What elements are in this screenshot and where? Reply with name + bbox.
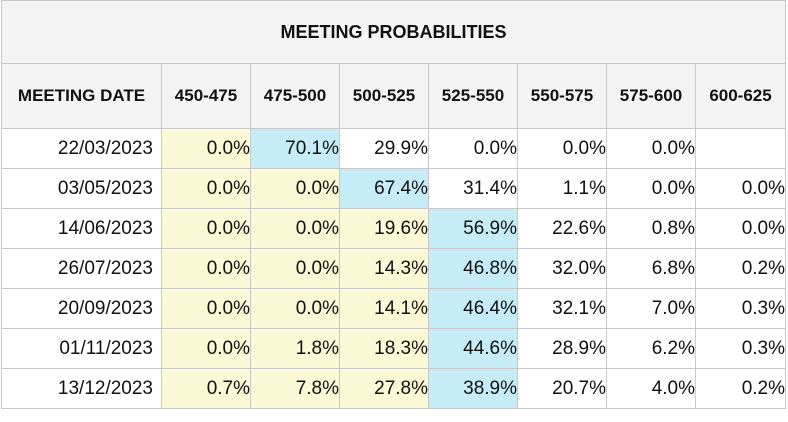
- meeting-probabilities-panel: MEETING PROBABILITIES MEETING DATE 450-4…: [0, 0, 787, 410]
- table-body: 22/03/2023 0.0% 70.1% 29.9% 0.0% 0.0% 0.0% 03/0…: [1, 128, 787, 409]
- column-header-450-475[interactable]: 450-475: [161, 63, 251, 129]
- column-header-meeting-date[interactable]: MEETING DATE: [1, 63, 162, 129]
- probability-cell: 0.3%: [694, 328, 787, 369]
- probability-cell: 67.4%: [339, 168, 429, 209]
- probability-cell: 0.0%: [250, 288, 340, 329]
- probability-cell: 56.9%: [428, 208, 518, 249]
- table-title: MEETING PROBABILITIES: [0, 0, 787, 64]
- probability-cell: 7.8%: [250, 368, 340, 409]
- probability-cell: 0.0%: [694, 208, 787, 249]
- column-header-550-575[interactable]: 550-575: [517, 63, 607, 129]
- probability-cell: 0.0%: [517, 128, 607, 169]
- table-row: 22/03/2023 0.0% 70.1% 29.9% 0.0% 0.0% 0.0%: [1, 128, 787, 169]
- meeting-date-cell: 26/07/2023: [1, 248, 162, 289]
- probability-cell: 0.0%: [606, 168, 696, 209]
- column-header-525-550[interactable]: 525-550: [428, 63, 518, 129]
- probability-cell: [694, 128, 787, 169]
- probability-cell: 29.9%: [339, 128, 429, 169]
- meeting-date-cell: 13/12/2023: [1, 368, 162, 409]
- probability-cell: 0.0%: [694, 168, 787, 209]
- probability-cell: 6.8%: [606, 248, 696, 289]
- column-header-575-600[interactable]: 575-600: [606, 63, 696, 129]
- column-header-600-625[interactable]: 600-625: [694, 63, 787, 129]
- meeting-probabilities-table: MEETING PROBABILITIES MEETING DATE 450-4…: [0, 0, 787, 409]
- probability-cell: 44.6%: [428, 328, 518, 369]
- table-row: 20/09/2023 0.0% 0.0% 14.1% 46.4% 32.1% 7.0% 0.3…: [1, 288, 787, 329]
- meeting-date-cell: 22/03/2023: [1, 128, 162, 169]
- meeting-date-cell: 01/11/2023: [1, 328, 162, 369]
- probability-cell: 46.4%: [428, 288, 518, 329]
- meeting-date-cell: 14/06/2023: [1, 208, 162, 249]
- probability-cell: 32.0%: [517, 248, 607, 289]
- probability-cell: 0.0%: [606, 128, 696, 169]
- probability-cell: 0.0%: [250, 168, 340, 209]
- probability-cell: 4.0%: [606, 368, 696, 409]
- probability-cell: 28.9%: [517, 328, 607, 369]
- probability-cell: 20.7%: [517, 368, 607, 409]
- probability-cell: 31.4%: [428, 168, 518, 209]
- probability-cell: 0.7%: [161, 368, 251, 409]
- probability-cell: 7.0%: [606, 288, 696, 329]
- probability-cell: 38.9%: [428, 368, 518, 409]
- probability-cell: 14.1%: [339, 288, 429, 329]
- probability-cell: 0.0%: [161, 128, 251, 169]
- meeting-date-cell: 03/05/2023: [1, 168, 162, 209]
- column-header-475-500[interactable]: 475-500: [250, 63, 340, 129]
- probability-cell: 14.3%: [339, 248, 429, 289]
- probability-cell: 0.2%: [694, 248, 787, 289]
- probability-cell: 6.2%: [606, 328, 696, 369]
- probability-cell: 0.0%: [161, 288, 251, 329]
- probability-cell: 18.3%: [339, 328, 429, 369]
- column-header-500-525[interactable]: 500-525: [339, 63, 429, 129]
- probability-cell: 32.1%: [517, 288, 607, 329]
- table-row: 03/05/2023 0.0% 0.0% 67.4% 31.4% 1.1% 0.0% 0.0%: [1, 168, 787, 209]
- probability-cell: 46.8%: [428, 248, 518, 289]
- table-row: 01/11/2023 0.0% 1.8% 18.3% 44.6% 28.9% 6.2% 0.3…: [1, 328, 787, 369]
- probability-cell: 1.8%: [250, 328, 340, 369]
- probability-cell: 27.8%: [339, 368, 429, 409]
- probability-cell: 0.0%: [161, 168, 251, 209]
- probability-cell: 22.6%: [517, 208, 607, 249]
- probability-cell: 1.1%: [517, 168, 607, 209]
- probability-cell: 0.8%: [606, 208, 696, 249]
- header-row: MEETING DATE 450-475 475-500 500-525 525…: [1, 63, 787, 129]
- probability-cell: 0.3%: [694, 288, 787, 329]
- table-row: 26/07/2023 0.0% 0.0% 14.3% 46.8% 32.0% 6.8% 0.2…: [1, 248, 787, 289]
- probability-cell: 70.1%: [250, 128, 340, 169]
- probability-cell: 0.0%: [161, 248, 251, 289]
- table-row: 14/06/2023 0.0% 0.0% 19.6% 56.9% 22.6% 0.8% 0.0…: [1, 208, 787, 249]
- meeting-date-cell: 20/09/2023: [1, 288, 162, 329]
- probability-cell: 0.0%: [428, 128, 518, 169]
- table-row: 13/12/2023 0.7% 7.8% 27.8% 38.9% 20.7% 4.0% 0.2…: [1, 368, 787, 409]
- probability-cell: 0.0%: [161, 208, 251, 249]
- probability-cell: 0.2%: [694, 368, 787, 409]
- probability-cell: 0.0%: [250, 208, 340, 249]
- probability-cell: 0.0%: [250, 248, 340, 289]
- probability-cell: 19.6%: [339, 208, 429, 249]
- probability-cell: 0.0%: [161, 328, 251, 369]
